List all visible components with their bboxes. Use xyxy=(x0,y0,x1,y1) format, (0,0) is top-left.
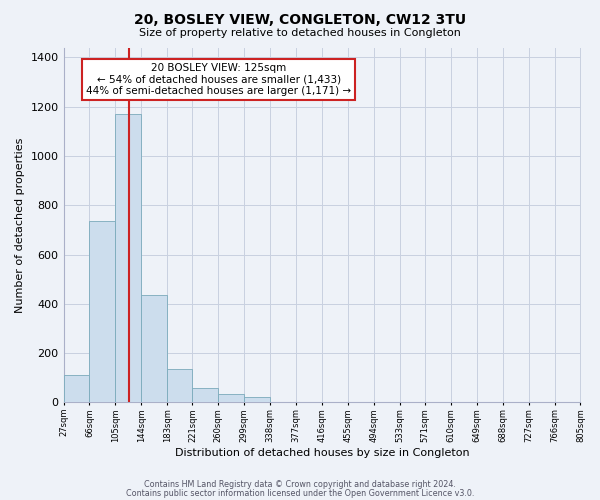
Bar xyxy=(167,369,193,402)
Bar xyxy=(141,295,167,403)
Bar xyxy=(64,376,89,402)
Bar xyxy=(193,388,218,402)
Text: Contains public sector information licensed under the Open Government Licence v3: Contains public sector information licen… xyxy=(126,489,474,498)
Text: Size of property relative to detached houses in Congleton: Size of property relative to detached ho… xyxy=(139,28,461,38)
Bar xyxy=(89,221,115,402)
Text: Contains HM Land Registry data © Crown copyright and database right 2024.: Contains HM Land Registry data © Crown c… xyxy=(144,480,456,489)
Bar xyxy=(115,114,141,403)
Y-axis label: Number of detached properties: Number of detached properties xyxy=(15,138,25,312)
Text: 20 BOSLEY VIEW: 125sqm
← 54% of detached houses are smaller (1,433)
44% of semi-: 20 BOSLEY VIEW: 125sqm ← 54% of detached… xyxy=(86,63,351,96)
Text: 20, BOSLEY VIEW, CONGLETON, CW12 3TU: 20, BOSLEY VIEW, CONGLETON, CW12 3TU xyxy=(134,12,466,26)
Bar xyxy=(218,394,244,402)
X-axis label: Distribution of detached houses by size in Congleton: Distribution of detached houses by size … xyxy=(175,448,469,458)
Bar xyxy=(244,398,270,402)
